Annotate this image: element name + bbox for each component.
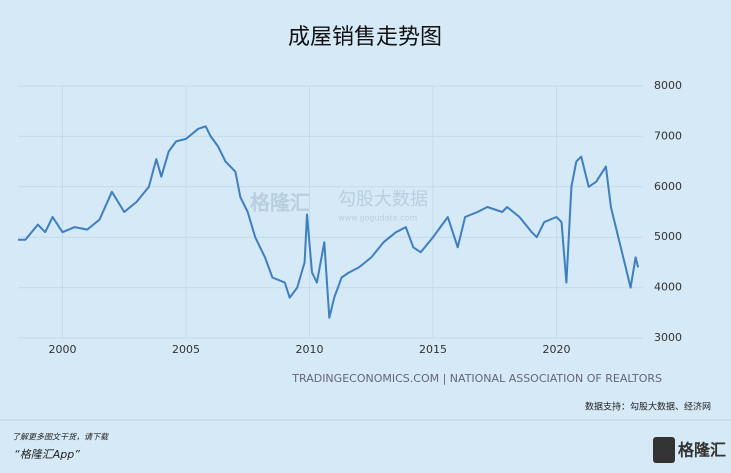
footer-text: 了解更多图文干货，请下载 (12, 433, 109, 442)
y-tick-label: 7000 (654, 129, 682, 142)
x-tick-label: 2005 (172, 343, 200, 356)
footer-text: “格隆汇App” (14, 448, 80, 461)
y-tick-label: 3000 (654, 331, 682, 344)
logo-text: 格隆汇 (678, 441, 726, 460)
watermark: 勾股大数据 (338, 189, 428, 210)
watermark: 格隆汇 (250, 191, 310, 215)
x-tick-label: 2000 (48, 343, 76, 356)
y-tick-label: 5000 (654, 230, 682, 243)
x-tick-label: 2010 (296, 343, 324, 356)
data-credit: 数据支持：勾股大数据、经济网 (585, 401, 711, 413)
chart-title: 成屋销售走势图 (288, 25, 442, 50)
y-tick-label: 4000 (654, 281, 682, 294)
source: TRADINGECONOMICS.COM | NATIONAL ASSOCIAT… (291, 372, 662, 385)
x-tick-label: 2020 (543, 343, 571, 356)
y-tick-label: 8000 (654, 79, 682, 92)
watermark: www.gogudata.com (338, 214, 417, 223)
x-tick-label: 2015 (419, 343, 447, 356)
logo-icon (653, 437, 675, 463)
line (18, 125, 640, 319)
y-tick-label: 6000 (654, 180, 682, 193)
